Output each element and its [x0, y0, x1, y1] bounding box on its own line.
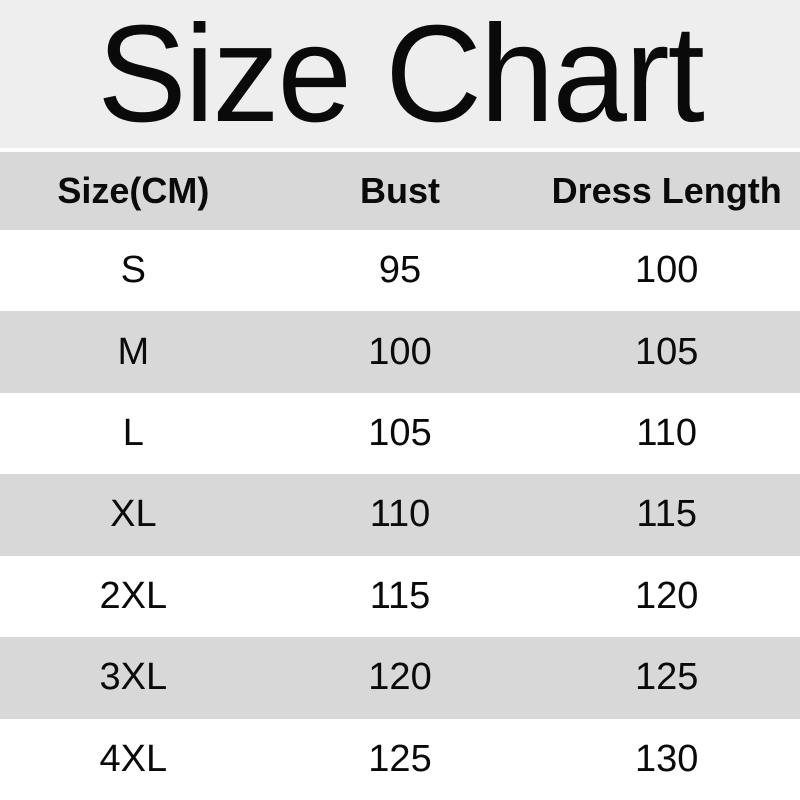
cell-size: M [117, 330, 150, 373]
table-body: S 95 100 M 100 105 L 105 110 XL 110 115 … [0, 230, 800, 800]
title-separator [0, 148, 800, 152]
table-row-3xl: 3XL 120 125 [0, 637, 800, 719]
size-table: Size(CM) Bust Dress Length S 95 100 M 10… [0, 152, 800, 800]
title-band: Size Chart [0, 0, 800, 148]
table-header-row: Size(CM) Bust Dress Length [0, 152, 800, 230]
cell-dress-length: 120 [634, 574, 699, 617]
table-row-s: S 95 100 [0, 230, 800, 312]
cell-dress-length: 105 [634, 330, 699, 373]
column-header-bust: Bust [360, 170, 440, 211]
cell-size: 2XL [99, 574, 168, 617]
cell-size: 4XL [99, 737, 168, 780]
table-row-m: M 100 105 [0, 311, 800, 393]
table-row-l: L 105 110 [0, 392, 800, 475]
cell-bust: 105 [368, 412, 432, 455]
cell-bust: 95 [378, 249, 422, 292]
cell-bust: 115 [369, 574, 431, 617]
table-row-4xl: 4XL 125 130 [0, 718, 800, 800]
cell-dress-length: 125 [634, 656, 699, 699]
column-header-dress-length: Dress Length [551, 170, 782, 211]
cell-dress-length: 100 [634, 249, 699, 292]
cell-dress-length: 115 [636, 493, 697, 536]
cell-size: S [120, 249, 147, 292]
cell-bust: 125 [368, 737, 432, 780]
table-row-xl: XL 110 115 [0, 474, 800, 556]
cell-size: L [122, 412, 144, 455]
cell-dress-length: 130 [634, 737, 699, 780]
table-row-2xl: 2XL 115 120 [0, 555, 800, 638]
cell-bust: 120 [368, 656, 432, 699]
cell-bust: 110 [369, 493, 431, 536]
cell-dress-length: 110 [636, 412, 697, 455]
column-header-size: Size(CM) [57, 170, 210, 211]
cell-bust: 100 [368, 330, 432, 373]
page-title: Size Chart [97, 0, 704, 151]
cell-size: 3XL [99, 656, 168, 699]
cell-size: XL [110, 493, 157, 536]
